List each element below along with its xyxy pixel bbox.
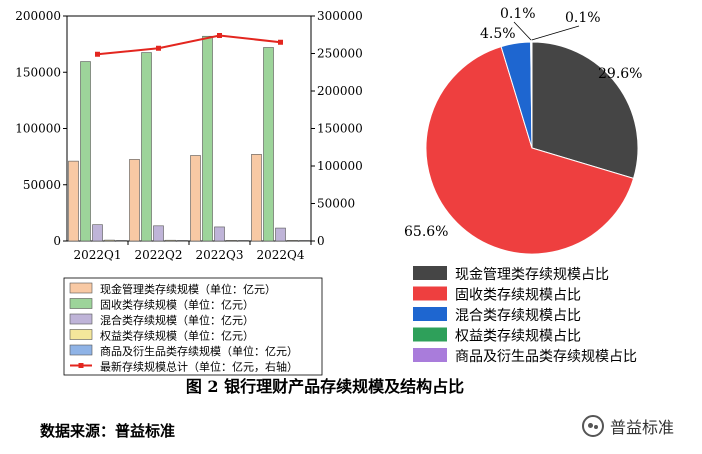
plot-frame <box>66 15 312 242</box>
bar <box>92 224 103 242</box>
bar <box>104 239 115 242</box>
legend-swatch <box>413 266 447 280</box>
y-tick-label: 200000 <box>15 9 61 23</box>
bar <box>275 227 286 242</box>
y2-tick-label: 50000 <box>317 197 355 211</box>
legend-label: 混合类存续规模占比 <box>455 307 581 324</box>
bar <box>68 160 79 242</box>
total-line <box>97 34 281 56</box>
x-tick-label: 2022Q2 <box>134 248 182 262</box>
pie-data-label: 0.1% <box>500 6 536 22</box>
legend-label: 商品及衍生品类存续规模占比 <box>455 348 637 365</box>
pie-leader-line <box>531 25 580 41</box>
legend-label: 最新存续规模总计（单位：亿元，右轴） <box>100 360 298 374</box>
bar <box>226 240 237 242</box>
pie-data-label: 0.1% <box>565 10 601 26</box>
bar <box>80 61 91 242</box>
y2-tick-label: 100000 <box>317 159 363 173</box>
line-point <box>95 51 100 57</box>
bar <box>214 226 225 242</box>
bar <box>287 240 298 242</box>
x-tick-label: 2022Q4 <box>256 248 304 262</box>
y2-tick-label: 300000 <box>317 9 363 23</box>
bar-chart-legend: 现金管理类存续规模（单位：亿元） 固收类存续规模（单位：亿元）混合类存续规模（单位… <box>63 277 323 376</box>
pie-data-label: 29.6% <box>598 66 642 82</box>
legend-swatch <box>69 298 93 309</box>
legend-box <box>63 277 323 376</box>
bar <box>202 35 213 242</box>
legend-swatch <box>413 307 447 321</box>
pie-chart-legend: 现金管理类存续规模占比固收类存续规模占比混合类存续规模占比权益类存续规模占比商品… <box>413 266 637 365</box>
legend-label: 现金管理类存续规模占比 <box>455 266 609 283</box>
legend-line-marker <box>78 363 84 368</box>
line-point <box>278 39 283 45</box>
legend-label: 现金管理类存续规模（单位：亿元） <box>100 282 276 296</box>
bar <box>251 154 262 242</box>
line-point <box>217 33 222 38</box>
bar <box>190 155 201 242</box>
watermark: 普益标准 <box>582 414 674 438</box>
legend-label: 权益类存续规模占比 <box>455 328 581 345</box>
pie-leader-line <box>513 21 532 41</box>
legend-label: 固收类存续规模占比 <box>455 287 581 304</box>
figure-caption: 图 2 银行理财产品存续规模及结构占比 <box>186 377 464 396</box>
y2-tick-label: 0 <box>317 234 325 248</box>
y2-tick-label: 150000 <box>317 122 363 136</box>
bar <box>165 239 176 242</box>
bar <box>177 240 188 242</box>
pie-data-label: 4.5% <box>480 26 516 42</box>
legend-label: 混合类存续规模（单位：亿元） <box>100 313 254 327</box>
legend-label: 固收类存续规模（单位：亿元） <box>100 298 254 312</box>
bar <box>153 225 164 242</box>
y-tick-label: 0 <box>53 234 61 248</box>
watermark-text: 普益标准 <box>610 418 675 437</box>
line-point <box>156 45 161 51</box>
y-tick-label: 150000 <box>15 65 61 79</box>
pie-slice <box>425 45 635 255</box>
source-note: 数据来源：普益标准 <box>40 422 176 440</box>
y2-tick-label: 200000 <box>317 84 363 98</box>
legend-swatch <box>69 313 93 325</box>
legend-swatch <box>69 344 93 356</box>
pie-slice <box>531 41 639 180</box>
pie-slice <box>530 41 533 149</box>
legend-label: 商品及衍生品类存续规模（单位：亿元） <box>100 344 298 358</box>
x-tick-label: 2022Q3 <box>195 248 243 262</box>
wechat-icon <box>582 415 604 437</box>
bar <box>116 240 127 242</box>
figure-canvas: 0 50000 100000 150000 200000 0 50000 100000 1500… <box>15 6 642 396</box>
bar-chart: 0 50000 100000 150000 200000 0 50000 100000 1500… <box>15 9 363 262</box>
legend-swatch <box>413 348 447 362</box>
x-tick-label: 2022Q1 <box>73 248 121 262</box>
pie-chart: 29.6% 65.6% 4.5% 0.1% 0.1% <box>404 6 642 255</box>
legend-swatch <box>69 329 93 340</box>
bar <box>141 52 152 242</box>
y2-tick-label: 250000 <box>317 47 363 61</box>
legend-label: 权益类存续规模（单位：亿元） <box>100 329 254 343</box>
bar <box>299 240 310 242</box>
bar <box>263 47 274 242</box>
y-tick-label: 100000 <box>15 122 61 136</box>
legend-swatch <box>413 327 447 342</box>
bar <box>129 159 140 242</box>
pie-data-label: 65.6% <box>404 224 448 240</box>
legend-swatch <box>413 286 447 301</box>
legend-swatch <box>69 282 93 294</box>
bar <box>238 240 249 242</box>
y-tick-label: 50000 <box>23 178 61 192</box>
